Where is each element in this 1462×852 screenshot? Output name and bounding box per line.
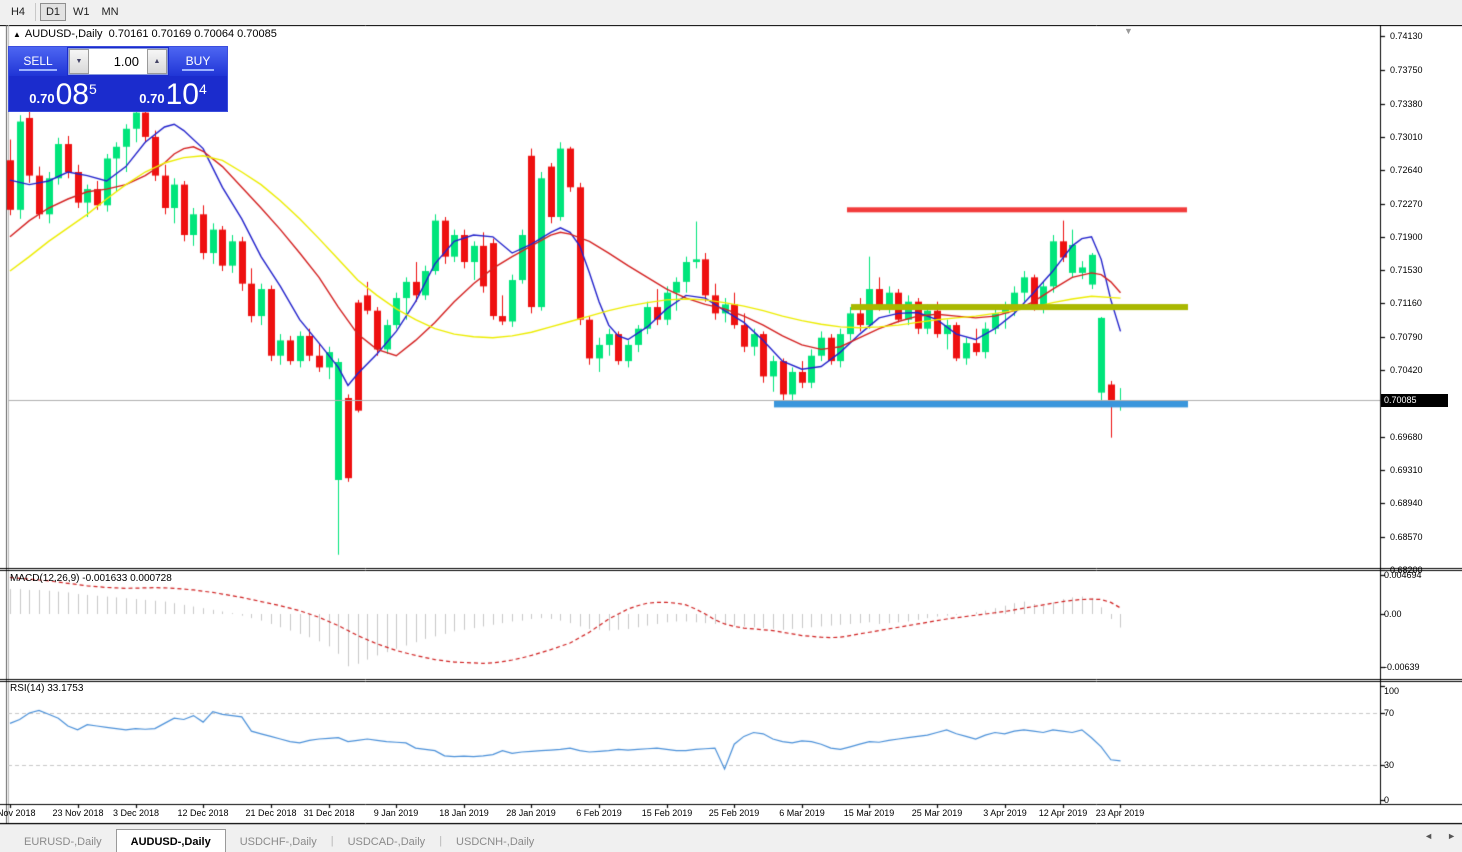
chart-tabs: EURUSD-,Daily AUDUSD-,Daily USDCHF-,Daily |… [10, 829, 548, 852]
timeframe-toolbar: H4 D1 W1 MN [0, 0, 1462, 24]
price-axis-tick: 0.71530 [1390, 265, 1423, 275]
timeframe-button-h4[interactable]: H4 [5, 3, 31, 21]
buy-button[interactable]: BUY [169, 47, 227, 76]
rsi-indicator-label: RSI(14) 33.1753 [10, 683, 84, 694]
tab-scroll-right-icon[interactable]: ► [1447, 831, 1456, 841]
timeframe-button-group: H4 D1 W1 MN [0, 3, 125, 21]
price-axis-tick: 0.72270 [1390, 199, 1423, 209]
volume-decrease-button[interactable]: ▼ [69, 49, 89, 74]
date-axis-label: 3 Apr 2019 [983, 808, 1027, 818]
sell-button[interactable]: SELL [9, 47, 67, 76]
price-axis-tick: 0.68570 [1390, 532, 1423, 542]
price-axis-tick: 0.70420 [1390, 365, 1423, 375]
date-axis-label: 21 Dec 2018 [245, 808, 297, 818]
price-axis-tick: 0.73750 [1390, 65, 1423, 75]
date-axis-label: 23 Nov 2018 [52, 808, 104, 818]
date-axis-label: 6 Feb 2019 [576, 808, 622, 818]
date-axis-label: 15 Mar 2019 [843, 808, 895, 818]
buy-button-label: BUY [181, 53, 215, 71]
tab-scroll-buttons: ◄ ► [1424, 831, 1456, 841]
date-axis-label: 14 Nov 2018 [0, 808, 36, 818]
tab-usdcnh-daily[interactable]: USDCNH-,Daily [456, 836, 535, 848]
timeframe-button-d1[interactable]: D1 [40, 3, 66, 21]
chart-title: ▲ AUDUSD-,Daily 0.70161 0.70169 0.70064 0… [13, 28, 277, 40]
chart-symbol-label: AUDUSD-,Daily [24, 28, 103, 40]
rsi-axis-tick: 0 [1384, 795, 1390, 805]
price-axis-tick: 0.73010 [1390, 132, 1423, 142]
volume-input[interactable] [89, 49, 147, 74]
price-axis-tick: 0.72640 [1390, 165, 1423, 175]
date-axis-label: 6 Mar 2019 [779, 808, 825, 818]
date-axis-label: 12 Apr 2019 [1038, 808, 1088, 818]
macd-axis-tick: 0.00 [1384, 609, 1402, 619]
price-axis-tick: 0.71900 [1390, 232, 1423, 242]
rsi-axis-tick: 30 [1384, 760, 1395, 770]
price-axis-tick: 0.73380 [1390, 99, 1423, 109]
chevron-down-icon: ▼ [75, 58, 83, 65]
rsi-axis-tick: 100 [1384, 686, 1400, 696]
macd-values: -0.001633 0.000728 [82, 573, 172, 584]
buy-price-big-digits: 10 [165, 78, 199, 111]
rsi-axis-tick: 70 [1384, 708, 1395, 718]
price-divider [117, 76, 119, 111]
timeframe-button-w1[interactable]: W1 [68, 3, 95, 21]
tab-usdchf-daily[interactable]: USDCHF-,Daily [239, 836, 317, 848]
tab-separator: | [330, 835, 334, 847]
rsi-value: 33.1753 [47, 683, 84, 694]
collapse-arrow-icon[interactable]: ▲ [13, 30, 21, 39]
date-axis-label: 23 Apr 2019 [1095, 808, 1145, 818]
sell-price-pipette: 5 [88, 81, 97, 97]
one-click-trading-panel: SELL ▼ ▲ BUY 0.70 08 5 0.70 10 4 [8, 46, 228, 112]
tab-separator: | [439, 835, 443, 847]
sell-price-display[interactable]: 0.70 08 5 [9, 76, 117, 111]
tab-scroll-left-icon[interactable]: ◄ [1424, 831, 1434, 841]
chevron-up-icon: ▲ [153, 58, 161, 65]
tab-eurusd-daily[interactable]: EURUSD-,Daily [24, 836, 102, 848]
chart-plot-area[interactable] [0, 25, 1462, 825]
date-axis-label: 18 Jan 2019 [439, 808, 489, 818]
toolbar-separator [35, 3, 36, 21]
price-axis-tick: 0.68200 [1390, 565, 1423, 575]
timeframe-button-mn[interactable]: MN [96, 3, 124, 21]
sell-button-label: SELL [19, 53, 57, 71]
sell-price-prefix: 0.70 [29, 91, 55, 106]
price-axis-tick: 0.74130 [1390, 31, 1423, 41]
volume-increase-button[interactable]: ▲ [147, 49, 167, 74]
sell-price-big-digits: 08 [55, 78, 89, 111]
price-axis-tick: 0.71160 [1390, 298, 1422, 308]
chart-shift-marker-icon[interactable]: ▼ [1124, 26, 1133, 36]
macd-indicator-label: MACD(12,26,9) -0.001633 0.000728 [10, 573, 172, 584]
date-axis-label: 12 Dec 2018 [177, 808, 229, 818]
date-axis-label: 25 Feb 2019 [708, 808, 760, 818]
date-axis-label: 25 Mar 2019 [911, 808, 963, 818]
buy-price-display[interactable]: 0.70 10 4 [119, 76, 227, 111]
tab-usdcad-daily[interactable]: USDCAD-,Daily [347, 836, 426, 848]
date-axis-label: 9 Jan 2019 [373, 808, 419, 818]
date-axis-label: 28 Jan 2019 [506, 808, 556, 818]
tab-audusd-daily[interactable]: AUDUSD-,Daily [115, 829, 226, 852]
date-axis-label: 3 Dec 2018 [112, 808, 160, 818]
buy-price-pipette: 4 [198, 81, 207, 97]
price-axis-tick: 0.69310 [1390, 465, 1423, 475]
macd-axis-tick: 0.004694 [1384, 570, 1422, 580]
date-axis-label: 31 Dec 2018 [303, 808, 355, 818]
price-axis-tick: 0.69680 [1390, 432, 1423, 442]
date-axis-label: 15 Feb 2019 [641, 808, 693, 818]
current-price-tag: 0.70085 [1381, 394, 1448, 407]
price-axis-tick: 0.68940 [1390, 498, 1423, 508]
chart-ohlc-values: 0.70161 0.70169 0.70064 0.70085 [108, 28, 277, 40]
price-axis-tick: 0.70790 [1390, 332, 1423, 342]
chart-tab-bar: EURUSD-,Daily AUDUSD-,Daily USDCHF-,Daily |… [0, 824, 1462, 852]
macd-axis-tick: -0.00639 [1384, 662, 1420, 672]
buy-price-prefix: 0.70 [139, 91, 165, 106]
volume-stepper: ▼ ▲ [68, 48, 168, 75]
